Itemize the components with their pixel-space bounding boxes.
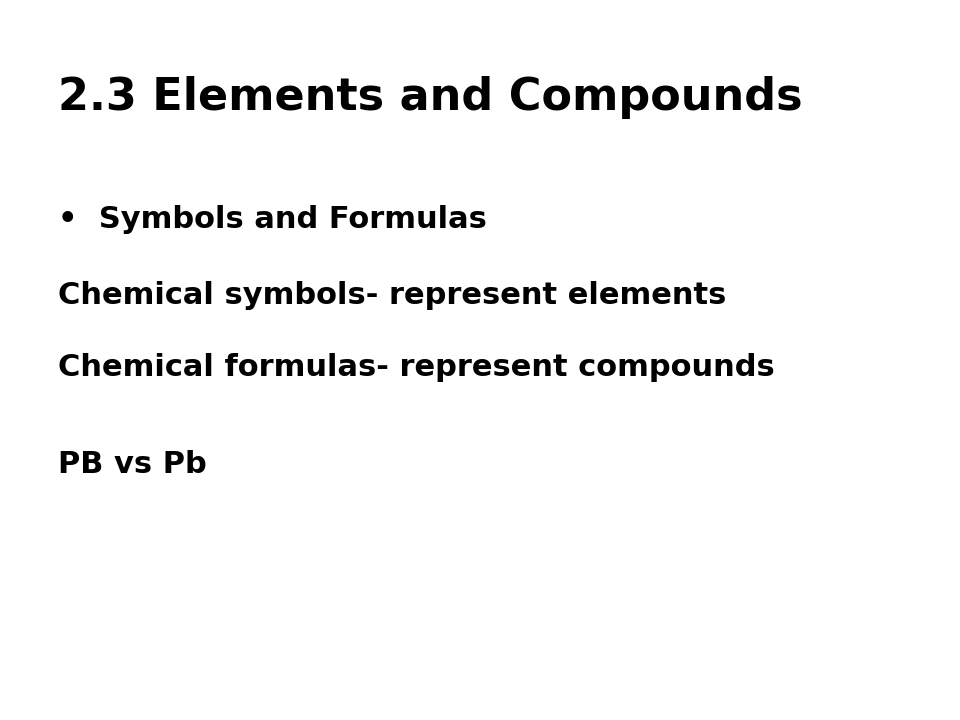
- Text: •  Symbols and Formulas: • Symbols and Formulas: [58, 205, 487, 234]
- Text: Chemical symbols- represent elements: Chemical symbols- represent elements: [58, 281, 726, 310]
- Text: Chemical formulas- represent compounds: Chemical formulas- represent compounds: [58, 353, 775, 382]
- Text: PB vs Pb: PB vs Pb: [58, 450, 206, 479]
- Text: 2.3 Elements and Compounds: 2.3 Elements and Compounds: [58, 76, 803, 119]
